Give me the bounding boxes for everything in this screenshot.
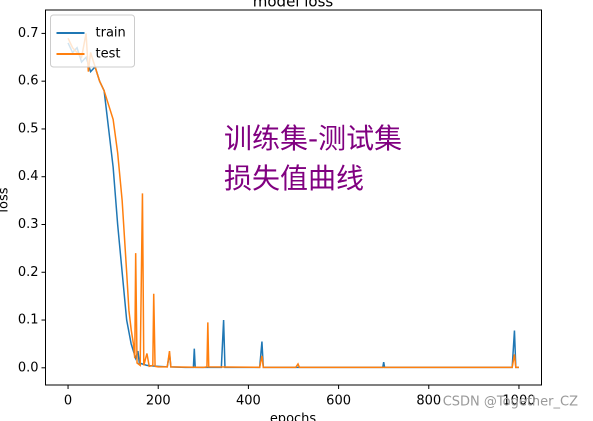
annotation: 损失值曲线 <box>224 162 364 195</box>
y-tick-label: 0.3 <box>18 217 39 232</box>
x-tick-label: 600 <box>326 394 351 409</box>
legend-label: test <box>96 47 121 62</box>
x-tick-label: 800 <box>416 394 441 409</box>
x-axis-label: epochs <box>270 412 317 421</box>
y-tick-label: 0.0 <box>18 360 39 375</box>
x-tick-label: 0 <box>64 394 72 409</box>
y-tick-label: 0.4 <box>18 169 39 184</box>
legend-box <box>50 14 135 68</box>
legend: train test <box>50 14 135 68</box>
x-tick-label: 1000 <box>502 394 535 409</box>
y-tick-label: 0.2 <box>18 265 39 280</box>
watermark: CSDN @Together_CZ <box>443 395 578 410</box>
x-tick-label: 400 <box>236 394 261 409</box>
y-tick-label: 0.1 <box>18 313 39 328</box>
y-tick-label: 0.7 <box>18 26 39 41</box>
annotation: 训练集-测试集 <box>224 122 402 155</box>
plot-frame <box>45 9 542 386</box>
chart-title: model loss <box>253 0 334 11</box>
y-axis-label: loss <box>0 187 12 212</box>
x-tick-label: 200 <box>146 394 171 409</box>
legend-label: train <box>96 26 126 41</box>
y-tick-label: 0.6 <box>18 74 39 89</box>
series-line <box>67 33 519 369</box>
y-tick-label: 0.5 <box>18 121 39 136</box>
